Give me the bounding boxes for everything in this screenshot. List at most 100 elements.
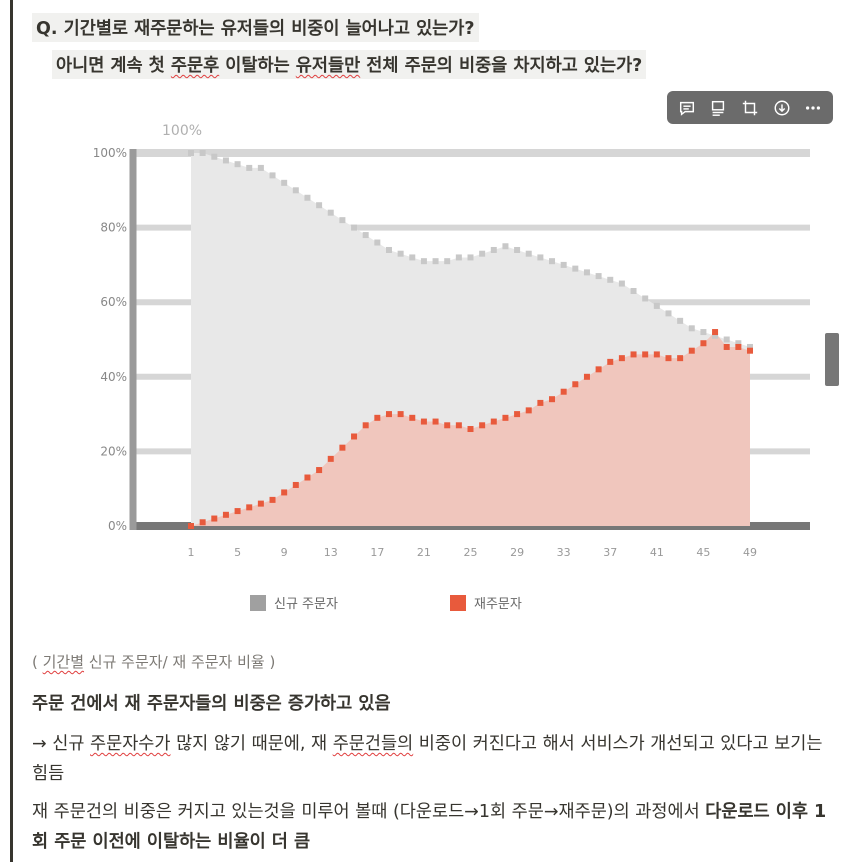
point-new	[304, 194, 311, 201]
point-new	[234, 161, 241, 168]
order-ratio-chart: 100% 0% 20% 40% 60% 80% 100% 1 5 9 13 17 21 25 29 33 3…	[93, 123, 810, 612]
question-line-1: Q. 기간별로 재주문하는 유저들의 비중이 늘어나고 있는가?	[32, 13, 479, 42]
point-new	[653, 302, 660, 309]
caption-icon[interactable]	[704, 95, 732, 121]
point-repeat	[583, 373, 590, 380]
point-new	[502, 243, 509, 250]
y-tick-label: 80%	[100, 221, 127, 235]
point-repeat	[665, 355, 672, 362]
q2-squig2: 유저들만	[295, 56, 361, 76]
point-repeat	[292, 481, 299, 488]
x-tick-label: 25	[464, 546, 478, 559]
x-tick-label: 45	[696, 546, 710, 559]
point-new	[374, 239, 381, 246]
x-tick-label: 49	[743, 546, 757, 559]
p2-b: 주문자수가	[90, 734, 171, 754]
point-repeat	[479, 422, 486, 429]
point-repeat	[246, 504, 253, 511]
point-repeat	[397, 411, 404, 418]
comment-icon[interactable]	[673, 95, 701, 121]
point-new	[420, 258, 427, 265]
point-new	[362, 232, 369, 239]
point-new	[747, 343, 753, 350]
point-new	[642, 295, 649, 302]
point-repeat	[525, 407, 532, 414]
point-repeat	[490, 418, 497, 425]
point-new	[222, 157, 229, 164]
point-new	[257, 164, 264, 171]
point-repeat	[514, 411, 521, 418]
download-icon[interactable]	[768, 95, 796, 121]
caption-pre: (	[32, 653, 43, 671]
point-repeat	[572, 381, 579, 388]
point-repeat	[455, 422, 462, 429]
caption-post: 신규 주문자/ 재 주문자 비율 )	[84, 653, 276, 671]
y-tick-label: 0%	[108, 519, 127, 533]
point-new	[327, 209, 334, 216]
image-caption: ( 기간별 신규 주문자/ 재 주문자 비율 )	[32, 651, 275, 672]
point-new	[735, 340, 742, 347]
legend-label: 신규 주문자	[274, 597, 338, 612]
finding-heading: 주문 건에서 재 주문자들의 비중은 증가하고 있음	[32, 694, 391, 714]
point-new	[700, 329, 707, 336]
point-new	[688, 325, 695, 332]
point-repeat	[688, 347, 695, 354]
point-new	[432, 258, 439, 265]
point-new	[723, 336, 730, 343]
x-tick-label: 41	[650, 546, 664, 559]
point-repeat	[420, 418, 427, 425]
point-repeat	[595, 366, 602, 373]
point-new	[188, 150, 194, 156]
point-new	[607, 276, 614, 283]
x-tick-label: 17	[370, 546, 384, 559]
point-new	[246, 164, 253, 171]
q2-pre: 아니면 계속 첫	[56, 56, 171, 76]
y-tick-label: 100%	[93, 146, 127, 160]
y-tick-label: 40%	[100, 370, 127, 384]
scrollbar-thumb[interactable]	[825, 333, 839, 386]
point-repeat	[385, 411, 392, 418]
y-tick-label: 60%	[100, 295, 127, 309]
x-tick-label: 13	[324, 546, 338, 559]
point-repeat	[677, 355, 684, 362]
x-tick-label: 9	[281, 546, 288, 559]
p2-a: → 신규	[32, 734, 90, 754]
x-tick-label: 1	[188, 546, 195, 559]
point-repeat	[618, 355, 625, 362]
point-repeat	[735, 343, 742, 350]
point-repeat	[700, 340, 707, 347]
point-repeat	[339, 444, 346, 451]
q2-post: 전체 주문의 비중을 차지하고 있는가?	[360, 56, 643, 76]
point-new	[490, 246, 497, 253]
quote-bar	[10, 0, 13, 862]
point-new	[549, 258, 556, 265]
p2-d: 주문건들의	[332, 734, 414, 754]
point-repeat	[304, 474, 311, 481]
point-repeat	[560, 388, 567, 395]
point-repeat	[747, 347, 753, 354]
point-repeat	[467, 426, 474, 433]
point-new	[467, 254, 474, 261]
q2-squig1: 주문후	[170, 56, 220, 76]
point-repeat	[222, 511, 229, 518]
point-repeat	[549, 396, 556, 403]
point-repeat	[281, 489, 288, 496]
point-new	[537, 254, 544, 261]
point-new	[560, 261, 567, 268]
legend-swatch	[250, 595, 266, 611]
more-icon[interactable]	[799, 95, 827, 121]
point-new	[595, 273, 602, 280]
p2-e: 비중이 커진다고 해서 서비스가 개선되고 있다고 보기는 힘듬	[32, 734, 823, 784]
point-repeat	[630, 351, 637, 358]
point-repeat	[199, 519, 206, 526]
p3-a: 재 주문건의 비중은 커지고 있는것을 미루어 볼때 (다운로드→1회 주문→재…	[32, 802, 706, 822]
point-repeat	[211, 515, 218, 522]
x-tick-label: 29	[510, 546, 524, 559]
point-new	[444, 258, 451, 265]
x-tick-label: 5	[234, 546, 241, 559]
point-new	[618, 280, 625, 287]
image-toolbar	[667, 91, 833, 124]
point-repeat	[409, 414, 416, 421]
crop-icon[interactable]	[736, 95, 764, 121]
point-repeat	[257, 500, 264, 507]
